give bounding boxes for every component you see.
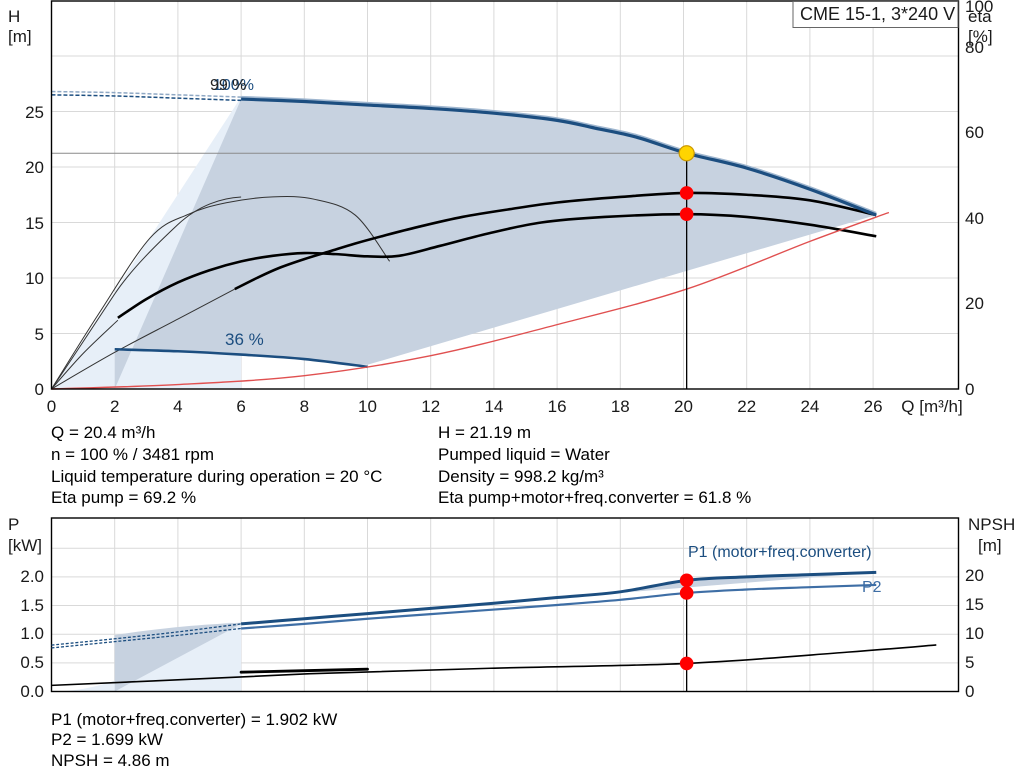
svg-text:n = 100 % / 3481 rpm: n = 100 % / 3481 rpm bbox=[51, 445, 214, 464]
svg-text:NPSH = 4.86 m: NPSH = 4.86 m bbox=[51, 751, 170, 770]
svg-text:0: 0 bbox=[47, 397, 56, 416]
svg-text:Liquid temperature during oper: Liquid temperature during operation = 20… bbox=[51, 467, 382, 486]
svg-text:P1 (motor+freq.converter): P1 (motor+freq.converter) bbox=[688, 544, 872, 561]
svg-text:0: 0 bbox=[35, 380, 44, 399]
svg-text:1.5: 1.5 bbox=[20, 596, 44, 615]
svg-text:25: 25 bbox=[25, 103, 44, 122]
svg-text:40: 40 bbox=[965, 209, 984, 228]
svg-text:Density = 998.2 kg/m³: Density = 998.2 kg/m³ bbox=[438, 467, 604, 486]
svg-text:15: 15 bbox=[25, 214, 44, 233]
svg-text:0: 0 bbox=[965, 380, 974, 399]
svg-text:0.5: 0.5 bbox=[20, 653, 44, 672]
svg-text:5: 5 bbox=[965, 653, 974, 672]
svg-text:8: 8 bbox=[300, 397, 309, 416]
svg-text:4: 4 bbox=[173, 397, 182, 416]
svg-text:99 %: 99 % bbox=[210, 77, 246, 94]
svg-text:1.0: 1.0 bbox=[20, 624, 44, 643]
svg-text:Q = 20.4 m³/h: Q = 20.4 m³/h bbox=[51, 423, 155, 442]
svg-text:20: 20 bbox=[965, 566, 984, 585]
svg-text:P2 = 1.699 kW: P2 = 1.699 kW bbox=[51, 730, 163, 749]
svg-text:15: 15 bbox=[965, 595, 984, 614]
svg-text:60: 60 bbox=[965, 123, 984, 142]
svg-text:6: 6 bbox=[236, 397, 245, 416]
svg-text:20: 20 bbox=[674, 397, 693, 416]
svg-text:P: P bbox=[8, 515, 19, 534]
svg-text:36 %: 36 % bbox=[225, 330, 264, 349]
svg-text:[m]: [m] bbox=[8, 27, 32, 46]
svg-text:eta: eta bbox=[968, 7, 992, 26]
svg-text:24: 24 bbox=[800, 397, 819, 416]
svg-text:18: 18 bbox=[611, 397, 630, 416]
svg-text:20: 20 bbox=[25, 158, 44, 177]
svg-text:H: H bbox=[8, 7, 20, 26]
svg-text:0: 0 bbox=[965, 682, 974, 701]
svg-text:Pumped liquid = Water: Pumped liquid = Water bbox=[438, 445, 610, 464]
svg-text:Eta pump+motor+freq.converter: Eta pump+motor+freq.converter = 61.8 % bbox=[438, 488, 751, 507]
svg-text:10: 10 bbox=[25, 269, 44, 288]
svg-text:P2: P2 bbox=[862, 579, 882, 596]
svg-text:26: 26 bbox=[864, 397, 883, 416]
svg-text:5: 5 bbox=[35, 325, 44, 344]
svg-text:20: 20 bbox=[965, 294, 984, 313]
svg-text:14: 14 bbox=[484, 397, 503, 416]
svg-text:16: 16 bbox=[548, 397, 567, 416]
svg-text:[m]: [m] bbox=[978, 536, 1002, 555]
svg-text:[%]: [%] bbox=[968, 27, 993, 46]
svg-text:10: 10 bbox=[358, 397, 377, 416]
svg-text:[kW]: [kW] bbox=[8, 536, 42, 555]
svg-text:Q [m³/h]: Q [m³/h] bbox=[901, 397, 962, 416]
svg-text:P1 (motor+freq.converter) = 1.: P1 (motor+freq.converter) = 1.902 kW bbox=[51, 710, 337, 729]
svg-text:NPSH: NPSH bbox=[968, 515, 1015, 534]
svg-text:0.0: 0.0 bbox=[20, 682, 44, 701]
svg-text:2: 2 bbox=[110, 397, 119, 416]
svg-text:12: 12 bbox=[421, 397, 440, 416]
svg-text:22: 22 bbox=[737, 397, 756, 416]
svg-text:H = 21.19 m: H = 21.19 m bbox=[438, 423, 531, 442]
svg-text:CME 15-1, 3*240 V: CME 15-1, 3*240 V bbox=[800, 4, 955, 24]
svg-text:Eta pump = 69.2 %: Eta pump = 69.2 % bbox=[51, 488, 196, 507]
svg-text:2.0: 2.0 bbox=[20, 567, 44, 586]
svg-text:10: 10 bbox=[965, 624, 984, 643]
